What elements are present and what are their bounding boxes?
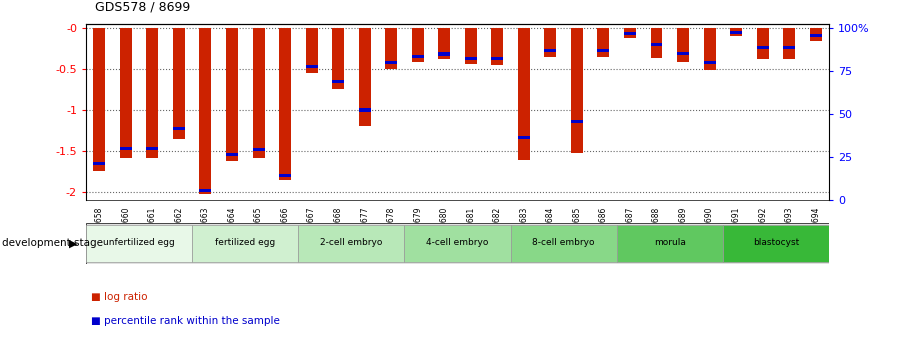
- Bar: [147, 28, 159, 158]
- Bar: [439, 28, 450, 59]
- Bar: [199, 189, 211, 192]
- Bar: [411, 55, 424, 58]
- Bar: [757, 46, 768, 49]
- Text: ■ percentile rank within the sample: ■ percentile rank within the sample: [91, 316, 279, 326]
- Text: morula: morula: [654, 238, 686, 247]
- Bar: [93, 28, 105, 171]
- Text: ■ log ratio: ■ log ratio: [91, 292, 147, 302]
- Bar: [253, 148, 265, 151]
- Bar: [279, 28, 291, 180]
- Bar: [704, 61, 716, 65]
- Bar: [783, 46, 795, 49]
- Bar: [385, 28, 397, 69]
- Text: 2-cell embryo: 2-cell embryo: [320, 238, 382, 247]
- Bar: [651, 28, 662, 58]
- Bar: [730, 28, 742, 37]
- Text: development stage: development stage: [2, 238, 102, 248]
- Text: fertilized egg: fertilized egg: [215, 238, 275, 247]
- Bar: [86, 225, 192, 262]
- Bar: [677, 52, 689, 55]
- Bar: [173, 127, 185, 130]
- Bar: [730, 31, 742, 34]
- Text: 4-cell embryo: 4-cell embryo: [427, 238, 488, 247]
- Bar: [518, 28, 530, 160]
- Bar: [173, 28, 185, 139]
- Text: blastocyst: blastocyst: [753, 238, 799, 247]
- Text: 8-cell embryo: 8-cell embryo: [533, 238, 595, 247]
- Bar: [192, 225, 298, 262]
- Bar: [226, 28, 238, 161]
- Bar: [511, 225, 617, 262]
- Bar: [571, 28, 583, 152]
- Bar: [465, 57, 477, 60]
- Bar: [305, 65, 318, 68]
- Bar: [597, 49, 610, 52]
- Bar: [404, 225, 511, 262]
- Text: ▶: ▶: [69, 238, 77, 248]
- Bar: [571, 120, 583, 123]
- Bar: [624, 28, 636, 38]
- Bar: [226, 152, 238, 156]
- Bar: [279, 174, 291, 177]
- Bar: [810, 34, 822, 37]
- Text: unfertilized egg: unfertilized egg: [103, 238, 175, 247]
- Bar: [491, 28, 504, 65]
- Bar: [810, 28, 822, 40]
- Bar: [518, 136, 530, 139]
- Bar: [359, 108, 371, 112]
- Bar: [491, 57, 504, 60]
- Bar: [253, 28, 265, 158]
- Bar: [333, 28, 344, 89]
- Bar: [704, 28, 716, 70]
- Bar: [333, 80, 344, 83]
- Bar: [385, 61, 397, 64]
- Bar: [147, 147, 159, 150]
- Bar: [120, 28, 132, 158]
- Bar: [651, 43, 662, 46]
- Bar: [465, 28, 477, 64]
- Text: GDS578 / 8699: GDS578 / 8699: [95, 1, 190, 14]
- Bar: [305, 28, 318, 73]
- Bar: [86, 223, 829, 264]
- Bar: [757, 28, 768, 59]
- Bar: [723, 225, 829, 262]
- Bar: [439, 52, 450, 56]
- Bar: [677, 28, 689, 62]
- Bar: [545, 28, 556, 57]
- Bar: [545, 49, 556, 52]
- Bar: [359, 28, 371, 126]
- Bar: [624, 32, 636, 36]
- Bar: [617, 225, 723, 262]
- Bar: [298, 225, 404, 262]
- Bar: [120, 147, 132, 150]
- Bar: [199, 28, 211, 194]
- Bar: [783, 28, 795, 59]
- Bar: [597, 28, 610, 57]
- Bar: [93, 162, 105, 165]
- Bar: [411, 28, 424, 62]
